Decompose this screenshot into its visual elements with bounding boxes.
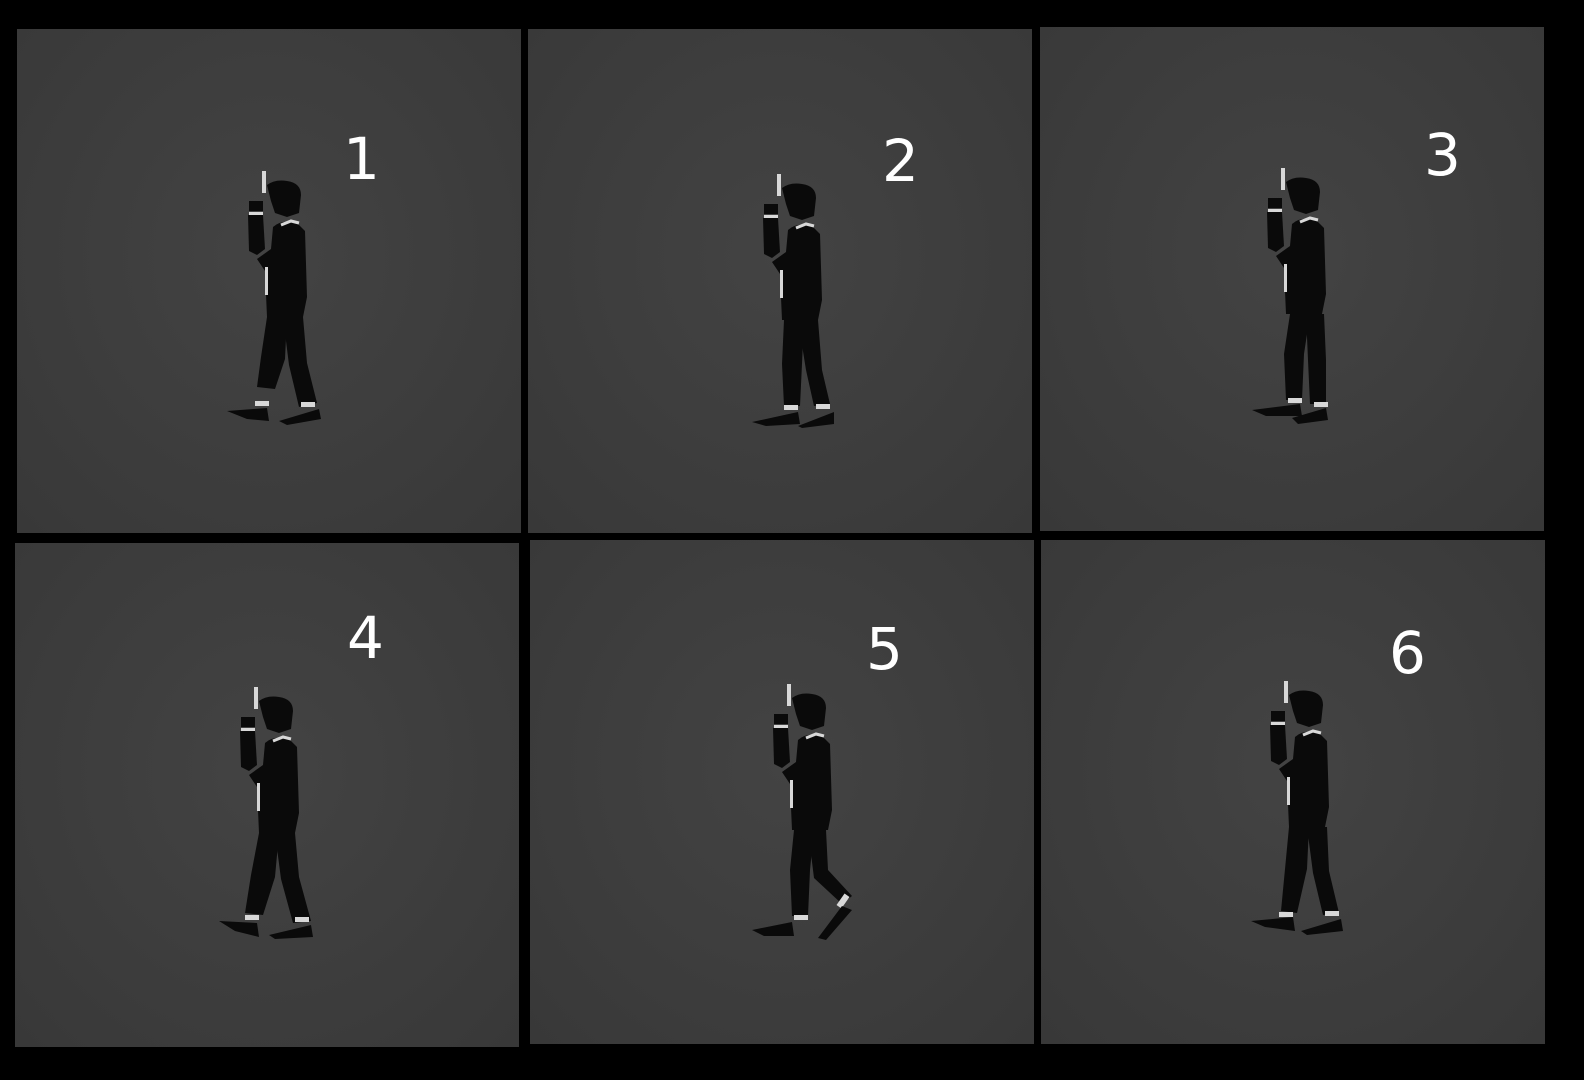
- frame-panel-5: 5: [530, 540, 1034, 1044]
- frame-panel-2: 2: [528, 29, 1032, 533]
- frame-number-2: 2: [882, 127, 919, 195]
- frame-number-6: 6: [1389, 619, 1426, 687]
- walking-figure-icon: [227, 171, 327, 431]
- frame-panel-1: 1: [17, 29, 521, 533]
- walking-figure-icon: [752, 684, 852, 944]
- walking-figure-icon: [742, 174, 842, 434]
- frame-panel-4: 4: [15, 543, 519, 1047]
- frame-panel-3: 3: [1040, 27, 1544, 531]
- walking-figure-icon: [219, 687, 319, 947]
- frame-panel-6: 6: [1041, 540, 1545, 1044]
- walking-figure-icon: [1249, 681, 1349, 941]
- frame-number-5: 5: [866, 615, 903, 683]
- frame-number-4: 4: [347, 604, 384, 672]
- frame-number-3: 3: [1424, 121, 1461, 189]
- walking-figure-icon: [1246, 168, 1346, 428]
- frame-number-1: 1: [343, 125, 380, 193]
